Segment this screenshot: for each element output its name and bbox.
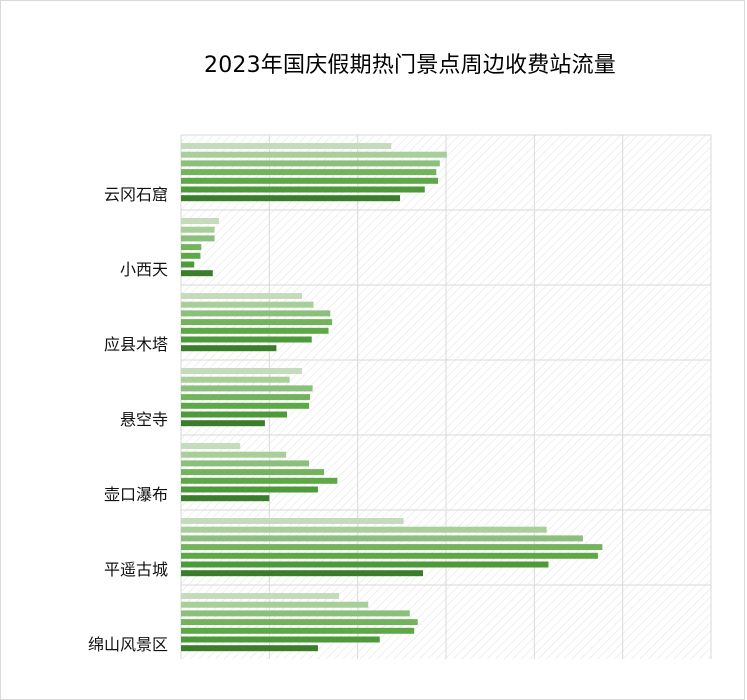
bar (181, 218, 219, 224)
bar (181, 368, 303, 374)
category-label: 壶口瀑布 (104, 485, 168, 504)
category-label: 小西天 (120, 260, 168, 279)
bar (181, 169, 437, 176)
bar (181, 552, 598, 559)
bar (181, 319, 333, 326)
bar (181, 261, 195, 268)
bar (181, 420, 265, 427)
bar (181, 226, 215, 233)
bar (181, 570, 424, 577)
category-label: 云冈石窟 (104, 185, 168, 204)
bar (181, 394, 310, 401)
category-label: 悬空寺 (120, 410, 168, 429)
category-label: 应县木塔 (104, 335, 168, 354)
bar (181, 495, 270, 502)
bar (181, 627, 415, 634)
bar (181, 252, 201, 259)
bar (181, 376, 290, 383)
bar (181, 411, 287, 418)
bar (181, 451, 287, 458)
bar (181, 143, 392, 149)
bar (181, 195, 401, 202)
bar (181, 244, 202, 251)
bar (181, 593, 340, 599)
bar (181, 601, 369, 608)
bar (181, 469, 325, 476)
bar (181, 385, 313, 392)
bar (181, 327, 329, 334)
bar (181, 645, 318, 652)
category-label: 绵山风景区 (88, 635, 168, 654)
category-label: 平遥古城 (104, 560, 168, 579)
bar (181, 336, 312, 343)
bar (181, 535, 583, 542)
bar (181, 460, 310, 467)
bar (181, 345, 277, 352)
bar (181, 561, 549, 568)
bar (181, 518, 404, 524)
bar (181, 293, 303, 299)
bar (181, 477, 338, 484)
bar (181, 310, 331, 317)
bar (181, 270, 213, 277)
bar (181, 186, 425, 193)
bar (181, 610, 410, 617)
bar (181, 443, 241, 449)
bar (181, 177, 439, 184)
bar (181, 235, 215, 242)
bar (181, 486, 318, 493)
bar (181, 160, 440, 167)
chart-title: 2023年国庆假期热门景点周边收费站流量 (204, 53, 616, 78)
bar (181, 151, 447, 158)
bar (181, 619, 418, 626)
bar (181, 526, 547, 533)
bar (181, 544, 603, 551)
bar (181, 636, 380, 643)
bar (181, 301, 314, 308)
bar (181, 402, 310, 409)
